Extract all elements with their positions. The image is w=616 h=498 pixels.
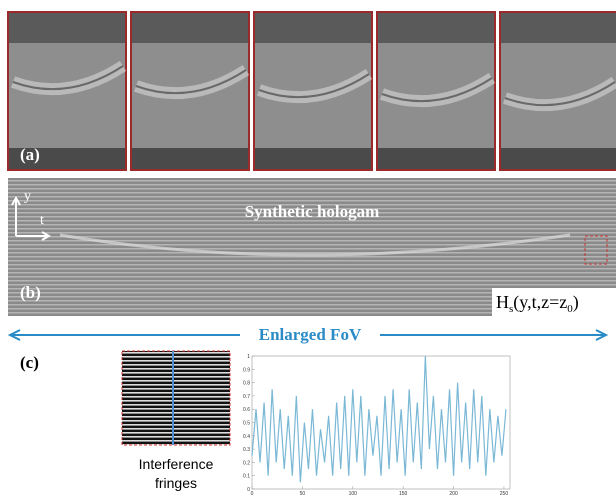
panel-label: (b) xyxy=(20,283,41,302)
panel-label: (c) xyxy=(20,353,39,372)
y-tick-label: 0.2 xyxy=(243,460,250,466)
panel-title: Synthetic hologam xyxy=(245,202,380,221)
y-tick-label: 1 xyxy=(247,354,250,360)
frame-band xyxy=(132,148,248,169)
panel-label: (a) xyxy=(20,145,40,164)
frame-band xyxy=(378,148,494,169)
panel-c: (c) Interference fringes 0 0.1 0.2 0.3 0.4 0.… xyxy=(20,351,510,497)
panel-b: y t Synthetic hologam (b) Hs(y,t,z=z0) xyxy=(8,178,616,316)
y-tick-label: 0.5 xyxy=(243,421,250,427)
axis-label: y xyxy=(24,189,31,204)
x-tick-label: 200 xyxy=(449,491,458,497)
y-tick-label: 0.3 xyxy=(243,447,250,453)
frame-band xyxy=(132,13,248,43)
fringe-image xyxy=(122,351,230,445)
caption: fringes xyxy=(155,475,197,491)
formula: Hs(y,t,z=z0) xyxy=(496,292,579,315)
y-tick-label: 0.9 xyxy=(243,367,250,373)
arrow-label: Enlarged FoV xyxy=(259,325,362,344)
panel-a: (a) xyxy=(8,12,616,170)
fov-arrow: Enlarged FoV xyxy=(10,324,606,346)
x-tick-label: 150 xyxy=(399,491,408,497)
frame-band xyxy=(378,13,494,43)
y-tick-label: 0.7 xyxy=(243,394,250,400)
axis-label: t xyxy=(40,213,44,228)
frame-band xyxy=(9,13,125,43)
y-tick-label: 0.6 xyxy=(243,407,250,413)
y-tick-label: 0.8 xyxy=(243,381,250,387)
figure: (a) y t Synthetic hologam (b) Hs(y,t,z=z… xyxy=(0,0,616,498)
caption: Interference xyxy=(139,456,214,472)
frame-band xyxy=(255,148,371,169)
y-tick-label: 0.1 xyxy=(243,474,250,480)
x-tick-label: 100 xyxy=(349,491,358,497)
y-tick-label: 0.4 xyxy=(243,434,250,440)
frame-band xyxy=(501,13,616,43)
x-tick-label: 50 xyxy=(300,491,306,497)
x-tick-label: 0 xyxy=(251,491,254,497)
x-tick-label: 250 xyxy=(500,491,509,497)
frame-band xyxy=(255,13,371,43)
frame-band xyxy=(501,148,616,169)
